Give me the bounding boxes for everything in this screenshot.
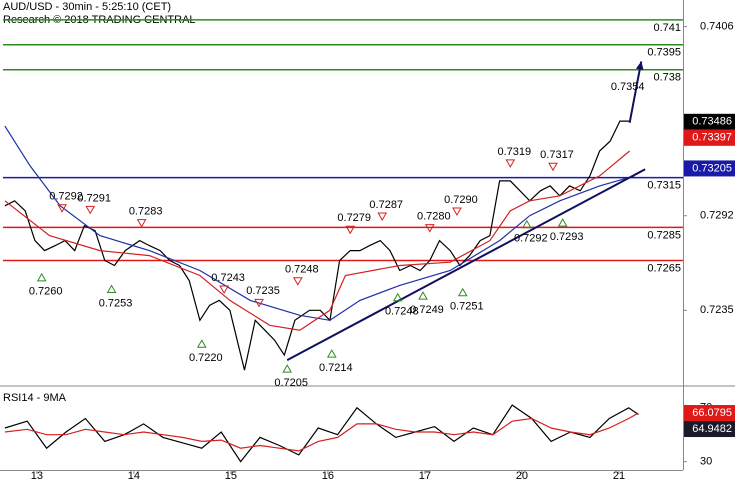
peak-marker bbox=[548, 162, 558, 172]
trough-label: 0.7214 bbox=[319, 362, 353, 374]
peak-marker bbox=[505, 159, 516, 168]
level-label: 0.7265 bbox=[647, 262, 681, 274]
trough-marker bbox=[521, 219, 532, 229]
trough-label: 0.7251 bbox=[450, 301, 484, 313]
trough-marker bbox=[106, 284, 117, 293]
y-tick-label: 0.7235 bbox=[700, 304, 734, 316]
series-line bbox=[4, 150, 630, 331]
price-tag-label: 0.73486 bbox=[692, 116, 732, 128]
peak-marker bbox=[345, 225, 356, 235]
peak-label: 0.7290 bbox=[444, 194, 478, 206]
price-tag-label: 66.0795 bbox=[692, 407, 732, 419]
trough-label: 0.7249 bbox=[410, 304, 444, 316]
trough-marker bbox=[326, 349, 337, 358]
trough-label: 0.7260 bbox=[29, 286, 63, 298]
level-label: 0.741 bbox=[653, 22, 681, 34]
series-line bbox=[4, 125, 635, 321]
trough-label: 0.7293 bbox=[550, 231, 584, 243]
peak-marker bbox=[85, 205, 96, 215]
peak-label: 0.7235 bbox=[246, 285, 280, 297]
x-tick-label: 20 bbox=[516, 470, 528, 480]
price-tag bbox=[684, 405, 735, 422]
x-tick-label: 17 bbox=[419, 470, 431, 480]
trend-line bbox=[628, 61, 643, 123]
trough-label: 0.7205 bbox=[274, 377, 308, 389]
trough-marker bbox=[196, 339, 207, 348]
peak-marker bbox=[292, 277, 303, 286]
peak-marker bbox=[377, 212, 388, 222]
trough-label: 0.7253 bbox=[99, 297, 133, 309]
price-tag bbox=[684, 421, 735, 438]
trough-marker bbox=[418, 291, 428, 300]
level-label: 0.7395 bbox=[647, 47, 681, 59]
trough-marker bbox=[392, 292, 403, 302]
y-tick-label: 30 bbox=[700, 456, 712, 468]
price-tag-label: 0.73397 bbox=[692, 132, 732, 144]
peak-label: 0.7280 bbox=[417, 211, 451, 223]
indicator-title: RSI14 - 9MA bbox=[3, 392, 67, 404]
price-tag-label: 0.73205 bbox=[692, 162, 732, 174]
peak-marker bbox=[254, 298, 264, 308]
peak-marker bbox=[424, 224, 435, 233]
peak-label: 0.7287 bbox=[369, 199, 403, 211]
trough-marker bbox=[457, 287, 468, 297]
trough-marker bbox=[557, 218, 568, 227]
trend-line bbox=[286, 168, 646, 361]
peak-label: 0.7248 bbox=[285, 264, 319, 276]
x-tick-label: 13 bbox=[31, 470, 43, 480]
peak-label: 0.7317 bbox=[540, 149, 574, 161]
price-tag bbox=[684, 160, 735, 177]
peak-marker bbox=[136, 219, 147, 228]
peak-label: 0.7291 bbox=[77, 192, 111, 204]
peak-label: 0.7283 bbox=[129, 206, 163, 218]
series-line bbox=[4, 120, 630, 371]
trough-label: 0.7248 bbox=[385, 306, 419, 318]
series-line bbox=[4, 404, 639, 463]
level-label: 0.7285 bbox=[647, 229, 681, 241]
chart-title: AUD/USD - 30min - 5:25:10 (CET) bbox=[3, 1, 171, 13]
x-tick-label: 16 bbox=[322, 470, 334, 480]
peak-label: 0.7243 bbox=[211, 272, 245, 284]
peak-marker bbox=[57, 204, 67, 213]
series-line bbox=[4, 412, 639, 452]
y-tick-label: 0.7292 bbox=[700, 210, 734, 222]
arrow-head bbox=[635, 61, 644, 71]
price-tag bbox=[684, 113, 735, 130]
peak-label: 0.7279 bbox=[337, 212, 371, 224]
peak-label: 0.7319 bbox=[497, 146, 531, 158]
price-label: 0.7354 bbox=[611, 81, 645, 93]
y-tick-label: 0.7406 bbox=[700, 20, 734, 32]
level-label: 0.738 bbox=[653, 72, 681, 84]
peak-marker bbox=[219, 285, 229, 295]
peak-label: 0.7292 bbox=[49, 191, 83, 203]
trough-marker bbox=[36, 272, 47, 282]
trough-label: 0.7220 bbox=[189, 352, 223, 364]
x-tick-label: 15 bbox=[225, 470, 237, 480]
peak-marker bbox=[452, 207, 462, 217]
trough-label: 0.7292 bbox=[514, 233, 548, 245]
level-label: 0.7315 bbox=[647, 179, 681, 191]
x-tick-label: 21 bbox=[613, 470, 625, 480]
price-tag bbox=[684, 129, 735, 146]
price-tag-label: 64.9482 bbox=[692, 423, 732, 435]
x-tick-label: 14 bbox=[128, 470, 140, 480]
trough-marker bbox=[282, 364, 293, 373]
